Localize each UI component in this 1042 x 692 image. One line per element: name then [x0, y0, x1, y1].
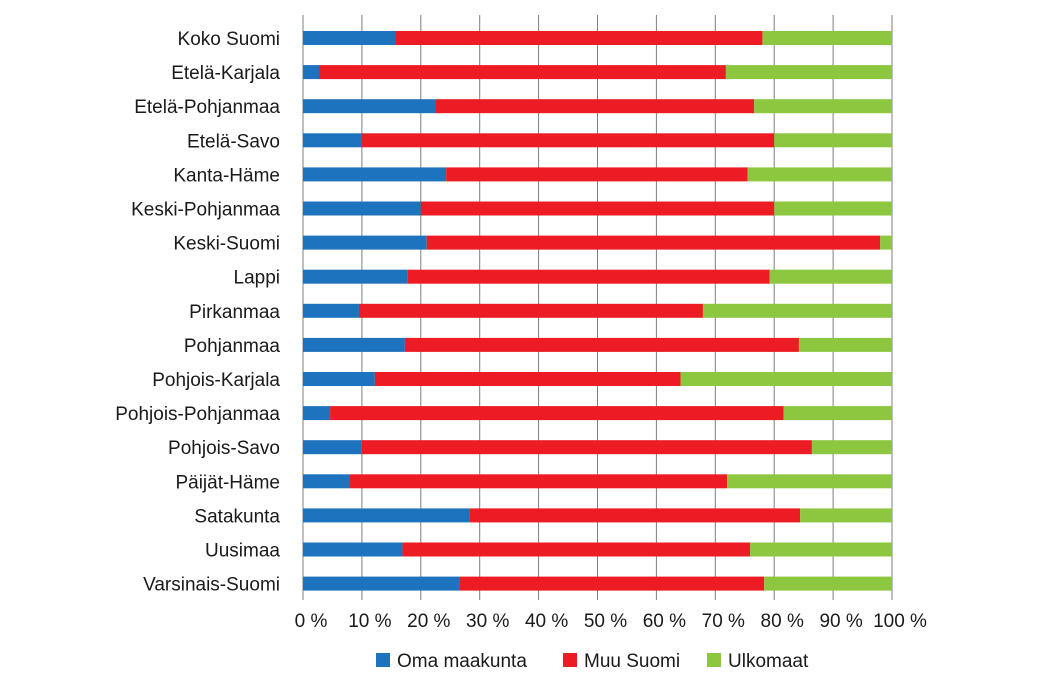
x-tick-label: 100 %	[873, 611, 927, 632]
category-label: Lappi	[234, 268, 281, 289]
x-tick-label: 90 %	[819, 611, 862, 632]
bars	[303, 31, 892, 591]
bar-segment	[349, 474, 728, 489]
bar-segment	[330, 406, 784, 421]
bar-segment	[358, 303, 703, 318]
bar-segment	[407, 269, 770, 284]
category-label: Satakunta	[194, 506, 280, 527]
bar-segment	[727, 474, 892, 489]
category-label: Päijät-Häme	[175, 472, 280, 493]
bar-segment	[303, 508, 470, 523]
bar-segment	[303, 167, 447, 182]
x-tick-label: 70 %	[702, 611, 745, 632]
x-tick-label: 60 %	[643, 611, 686, 632]
bar-segment	[303, 440, 362, 455]
x-tick-label: 0 %	[295, 611, 328, 632]
bar-segment	[374, 372, 681, 386]
bar-segment	[798, 337, 892, 352]
bar-segment	[762, 31, 892, 45]
bar-segment	[880, 235, 892, 250]
bar-segment	[303, 303, 359, 318]
category-label: Pohjois-Karjala	[152, 370, 280, 391]
bar-segment	[402, 542, 751, 557]
x-tick-label: 30 %	[466, 611, 509, 632]
x-tick-label: 20 %	[407, 611, 450, 632]
bar-segment	[435, 99, 755, 114]
bar-segment	[469, 508, 801, 523]
category-label: Koko Suomi	[178, 29, 280, 50]
bar-segment	[303, 235, 427, 250]
bar-segment	[774, 201, 892, 216]
category-labels: Koko Suomi Etelä-Karjala Etelä-Pohjanmaa Et…	[115, 29, 280, 596]
bar-segment	[303, 269, 408, 284]
x-axis-tick-labels: 0 % 10 % 20 % 30 % 40 % 50 % 60 % 70 % 80 % 90 % 1…	[295, 611, 927, 632]
bar-segment	[303, 542, 403, 557]
bar-segment	[769, 269, 892, 284]
bar-segment	[702, 303, 892, 318]
bar-segment	[459, 576, 765, 591]
legend-label: Oma maakunta	[397, 651, 527, 672]
bar-segment	[750, 542, 892, 557]
bar-segment	[319, 65, 726, 80]
bar-segment	[725, 65, 892, 80]
bar-segment	[303, 337, 405, 352]
bar-segment	[800, 508, 892, 523]
category-label: Pohjois-Pohjanmaa	[115, 404, 280, 425]
bar-segment	[395, 31, 763, 45]
bar-segment	[303, 201, 421, 216]
bar-segment	[783, 406, 892, 421]
bar-segment	[754, 99, 892, 114]
bar-segment	[680, 372, 892, 386]
category-label: Keski-Pohjanmaa	[131, 200, 280, 221]
bar-segment	[303, 65, 320, 80]
category-label: Varsinais-Suomi	[143, 575, 280, 596]
category-label: Pohjanmaa	[184, 336, 281, 357]
legend-swatch	[563, 653, 577, 667]
category-label: Etelä-Pohjanmaa	[134, 97, 280, 118]
x-tick-label: 80 %	[761, 611, 804, 632]
x-tick-label: 40 %	[525, 611, 568, 632]
bar-segment	[811, 440, 892, 455]
legend-swatch	[376, 653, 390, 667]
legend: Oma maakunta Muu Suomi Ulkomaat	[376, 651, 809, 672]
bar-segment	[764, 576, 892, 591]
bar-segment	[774, 133, 892, 148]
bar-segment	[446, 167, 748, 182]
category-label: Pirkanmaa	[189, 302, 280, 323]
x-tick-label: 10 %	[348, 611, 391, 632]
bar-segment	[303, 99, 436, 114]
category-label: Keski-Suomi	[173, 234, 280, 255]
x-tick-label: 50 %	[584, 611, 627, 632]
bar-segment	[747, 167, 892, 182]
bar-segment	[361, 440, 812, 455]
legend-label: Ulkomaat	[728, 651, 809, 672]
bar-segment	[404, 337, 799, 352]
category-label: Etelä-Karjala	[171, 63, 280, 84]
legend-label: Muu Suomi	[584, 651, 680, 672]
bar-segment	[303, 576, 460, 591]
bar-segment	[303, 31, 396, 45]
bar-segment	[303, 474, 350, 489]
bar-segment	[426, 235, 881, 250]
category-label: Pohjois-Savo	[168, 438, 280, 459]
bar-segment	[303, 133, 362, 148]
legend-swatch	[707, 653, 721, 667]
category-label: Kanta-Häme	[173, 165, 280, 186]
bar-segment	[361, 133, 775, 148]
bar-segment	[303, 372, 375, 386]
category-label: Etelä-Savo	[187, 131, 280, 152]
bar-segment	[303, 406, 331, 421]
bar-segment	[420, 201, 775, 216]
category-label: Uusimaa	[205, 541, 280, 562]
